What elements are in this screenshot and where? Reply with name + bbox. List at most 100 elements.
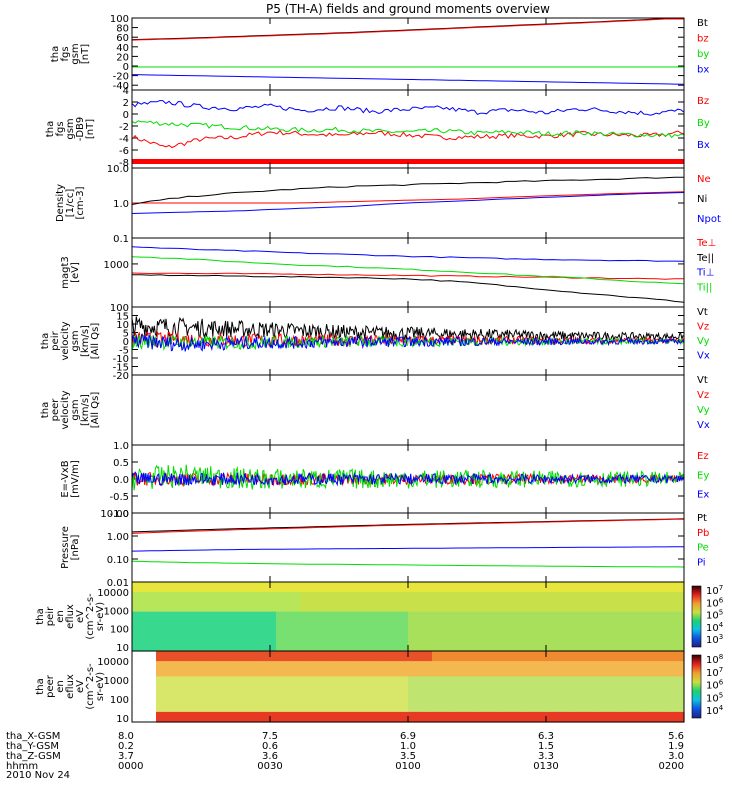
xaxis-row-label: hhmm [6,761,38,772]
heatmap-10-cell [564,716,577,723]
heatmap-9-cell [432,641,445,647]
heatmap-9-cell [372,646,385,652]
heatmap-10-cell [204,711,217,718]
panel-p1-legend-3: bx [697,65,709,76]
heatmap-10-cell [468,681,481,688]
heatmap-10-cell [672,676,685,683]
heatmap-9-cell [600,596,613,603]
panel-p8-legend-3: Pi [697,557,706,568]
heatmap-9-cell [624,616,637,622]
heatmap-9-cell [336,582,349,588]
heatmap-9-cell [444,586,457,593]
heatmap-10-cell [276,666,289,672]
heatmap-10-cell [372,671,385,677]
heatmap-10-cell [348,656,361,662]
heatmap-9-cell [132,586,145,593]
heatmap-9-cell [228,616,241,622]
heatmap-10-cell [396,701,409,708]
heatmap-10-cell [300,651,313,657]
heatmap-10-cell [456,691,469,698]
heatmap-9-cell [228,611,241,618]
panel-p8-legend-1: Pb [697,528,709,539]
heatmap-9-cell [312,621,325,627]
heatmap-9-cell [204,636,217,642]
heatmap-10-cell [672,691,685,698]
panel-p4-series-1 [132,274,685,303]
heatmap-10-cell [600,656,613,662]
heatmap-9-cell [552,606,565,613]
heatmap-9-cell [276,631,289,637]
heatmap-9-cell [408,646,421,652]
heatmap-9-cell [600,606,613,613]
heatmap-9-cell [300,626,313,632]
heatmap-9-cell [492,586,505,593]
heatmap-10-cell [240,686,253,693]
heatmap-9-cell [312,611,325,618]
heatmap-9-cell [420,636,433,642]
heatmap-9-cell [252,606,265,613]
heatmap-10-cell [528,691,541,698]
heatmap-10-cell [660,651,673,657]
heatmap-9-cell [444,606,457,613]
heatmap-10-cell [504,711,517,718]
heatmap-9-cell [480,601,493,608]
heatmap-9-cell [288,616,301,622]
heatmap-10-cell [600,651,613,657]
heatmap-9-cell [216,636,229,642]
heatmap-9-cell [552,636,565,642]
heatmap-9-cell [180,611,193,618]
heatmap-10-cell [456,706,469,713]
heatmap-10-cell [456,701,469,708]
heatmap-9-cell [516,626,529,632]
heatmap-10-cell [648,656,661,662]
heatmap-9-cell [240,596,253,603]
panel-p1-ylabel-line: tha [50,46,61,62]
panel-p6-ylabel-line: [km/s] [80,394,91,426]
heatmap-9-cell [636,586,649,593]
heatmap-10-cell [276,671,289,677]
heatmap-9-cell [288,601,301,608]
colorbar-8 [691,585,702,648]
heatmap-9-cell [192,606,205,613]
heatmap-10-cell [468,696,481,703]
heatmap-9-cell [132,636,145,642]
heatmap-10-cell [336,651,349,657]
heatmap-9-cell [192,626,205,632]
heatmap-10-cell [300,706,313,713]
heatmap-10-cell [444,686,457,693]
heatmap-9-cell [540,631,553,637]
heatmap-10-cell [300,696,313,703]
heatmap-10-cell [648,691,661,698]
panel-p2-ytick-label: -8 [119,158,129,169]
heatmap-10-cell [288,651,301,657]
heatmap-10-cell [360,666,373,672]
heatmap-10-cell [540,696,553,703]
heatmap-9-cell [612,591,625,598]
heatmap-10-cell [468,691,481,698]
heatmap-9-cell [540,621,553,627]
colorbar-8-tick: 107 [706,584,723,597]
heatmap-9-cell [360,626,373,632]
heatmap-10-cell [504,706,517,713]
heatmap-10-cell [468,671,481,677]
heatmap-10-cell [324,716,337,723]
heatmap-9-cell [672,616,685,622]
heatmap-9-cell [528,591,541,598]
heatmap-10-cell [600,666,613,672]
heatmap-10-cell [564,666,577,672]
heatmap-9-cell [144,621,157,627]
heatmap-10-cell [360,661,373,667]
panel-p7-ytick-label: -1.0 [109,509,129,520]
heatmap-10-cell [564,711,577,718]
heatmap-10-cell [648,651,661,657]
heatmap-9-cell [288,641,301,647]
heatmap-9-cell [636,631,649,637]
panel-p9-ylabel-line: peir [45,606,56,626]
panel-p6-legend-1: Vz [697,390,709,401]
heatmap-10-cell [600,716,613,723]
heatmap-9-cell [216,611,229,618]
heatmap-9-cell [588,636,601,642]
heatmap-10-cell [372,691,385,698]
heatmap-10-cell [624,691,637,698]
heatmap-10-cell [540,676,553,683]
